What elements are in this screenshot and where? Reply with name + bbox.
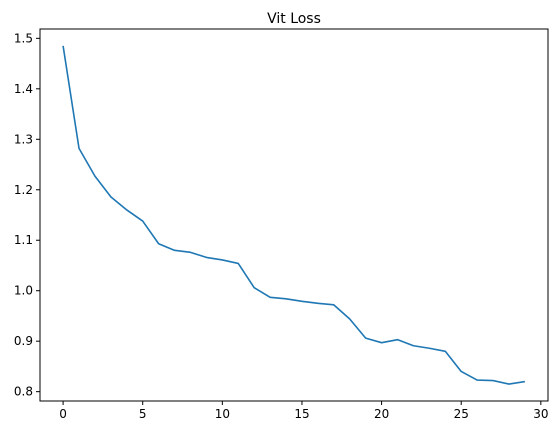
x-tick-label: 10 xyxy=(215,407,230,421)
x-tick-label: 5 xyxy=(139,407,147,421)
y-tick-label: 1.4 xyxy=(14,82,33,96)
x-tick-label: 25 xyxy=(454,407,469,421)
y-tick-label: 0.8 xyxy=(14,385,33,399)
series-group xyxy=(62,45,526,385)
series-line xyxy=(62,45,526,385)
y-axis: 0.8 0.9 1.0 1.1 1.2 1.3 1.4 1.5 xyxy=(14,31,40,399)
y-tick-label: 1.0 xyxy=(14,284,33,298)
y-tick-label: 1.2 xyxy=(14,183,33,197)
y-tick-label: 1.5 xyxy=(14,31,33,45)
x-axis: 0 5 10 15 20 25 30 xyxy=(59,401,548,421)
chart-title: Vit Loss xyxy=(267,11,321,27)
x-tick-label: 30 xyxy=(533,407,548,421)
x-tick-label: 0 xyxy=(59,407,67,421)
plot-area-frame xyxy=(39,28,549,402)
y-tick-label: 1.3 xyxy=(14,132,33,146)
y-tick-label: 1.1 xyxy=(14,233,33,247)
x-tick-label: 20 xyxy=(374,407,389,421)
x-tick-label: 15 xyxy=(294,407,309,421)
y-tick-label: 0.9 xyxy=(14,334,33,348)
